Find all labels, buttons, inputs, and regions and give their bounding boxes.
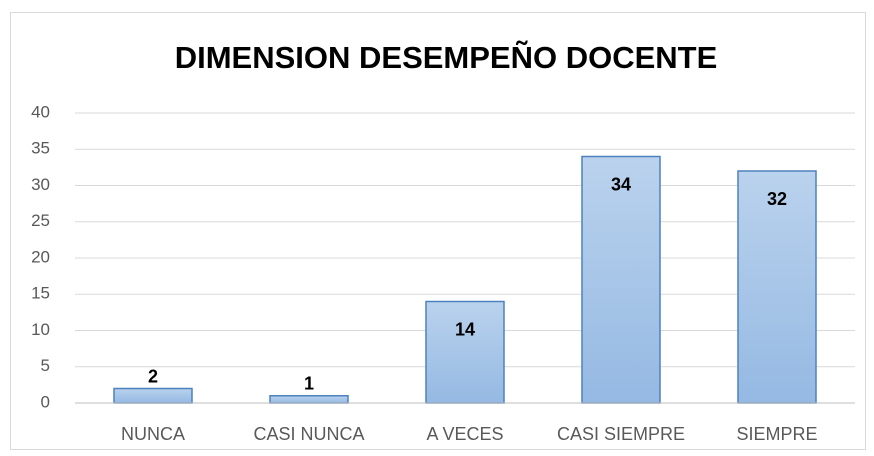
y-tick-label: 0 [41, 392, 50, 411]
data-label: 34 [611, 174, 631, 194]
x-tick-label: SIEMPRE [736, 424, 817, 444]
y-tick-label: 10 [31, 320, 50, 339]
y-tick-label: 25 [31, 211, 50, 230]
data-label: 2 [148, 366, 158, 386]
data-label: 32 [767, 189, 787, 209]
x-tick-label: NUNCA [121, 424, 185, 444]
y-tick-label: 20 [31, 247, 50, 266]
bar [269, 395, 349, 404]
x-tick-label: CASI SIEMPRE [557, 424, 685, 444]
y-tick-label: 5 [41, 356, 50, 375]
y-tick-label: 40 [31, 102, 50, 121]
bar [113, 387, 193, 404]
chart-title: DIMENSION DESEMPEÑO DOCENTE [175, 40, 718, 75]
y-tick-label: 30 [31, 175, 50, 194]
y-tick-label: 35 [31, 139, 50, 158]
x-tick-label: CASI NUNCA [253, 424, 364, 444]
y-tick-label: 15 [31, 284, 50, 303]
x-tick-label: A VECES [426, 424, 503, 444]
data-label: 1 [304, 374, 314, 394]
data-label: 14 [455, 319, 475, 339]
bar [425, 300, 505, 404]
